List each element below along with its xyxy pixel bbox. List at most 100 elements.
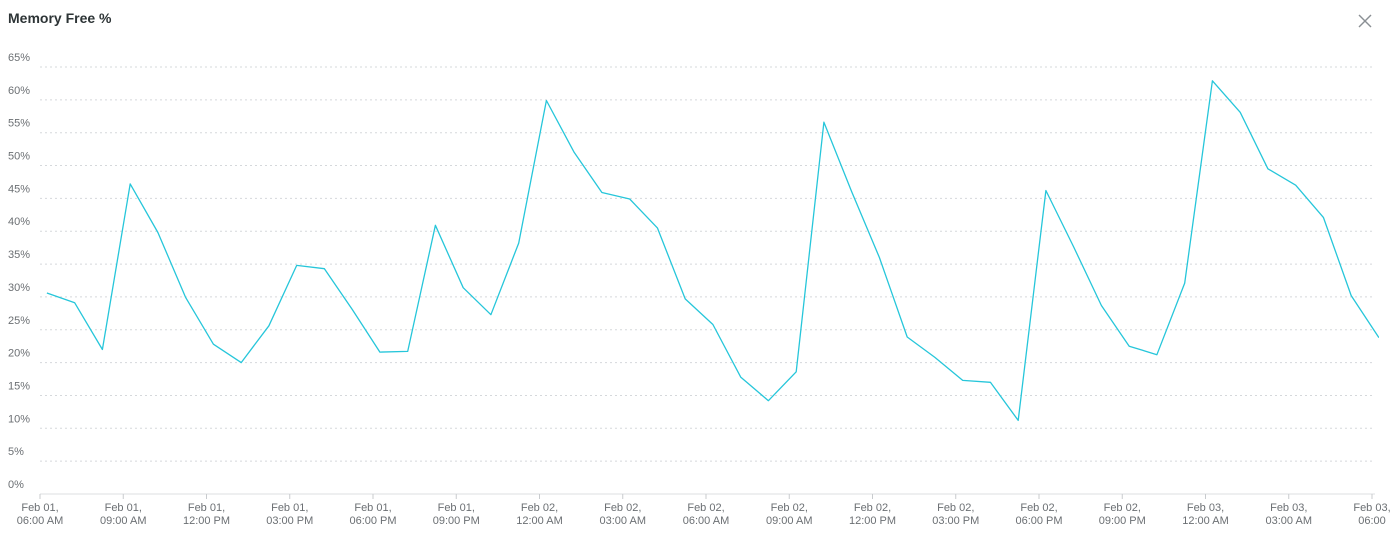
close-button[interactable]	[1354, 10, 1376, 32]
x-tick-label-time: 06:00 AM	[683, 515, 729, 527]
x-tick-label-date: Feb 02,	[687, 502, 724, 514]
data-point[interactable]	[1154, 352, 1160, 358]
x-tick-label-time: 09:00 PM	[433, 515, 480, 527]
x-tick-label-time: 09:00 AM	[766, 515, 812, 527]
x-tick-label-time: 06:00 PM	[349, 515, 396, 527]
x-tick-label-date: Feb 02,	[521, 502, 558, 514]
data-point[interactable]	[987, 379, 993, 385]
data-point[interactable]	[1182, 280, 1188, 286]
y-tick-label: 0%	[8, 479, 24, 491]
data-point[interactable]	[793, 369, 799, 375]
grid-lines	[40, 66, 1375, 495]
data-point[interactable]	[405, 348, 411, 354]
data-point[interactable]	[543, 98, 549, 104]
y-axis: 0% 5% 10% 15% 20% 25% 30% 35% 40% 45% 50% 55% 60% 65%	[8, 52, 30, 491]
y-tick-label: 65%	[8, 52, 30, 64]
x-tick-label-date: Feb 01,	[354, 502, 391, 514]
x-tick-label-date: Feb 01,	[438, 502, 475, 514]
x-tick-label-date: Feb 02,	[771, 502, 808, 514]
x-tick-label-date: Feb 02,	[1020, 502, 1057, 514]
y-tick-label: 60%	[8, 85, 30, 97]
data-point[interactable]	[1098, 302, 1104, 308]
data-point[interactable]	[1015, 417, 1021, 423]
x-tick-label-date: Feb 01,	[105, 502, 142, 514]
data-point[interactable]	[876, 255, 882, 261]
x-tick-label-date: Feb 02,	[604, 502, 641, 514]
data-point[interactable]	[210, 341, 216, 347]
x-tick-label-date: Feb 01,	[188, 502, 225, 514]
y-tick-label: 25%	[8, 315, 30, 327]
data-point[interactable]	[821, 119, 827, 125]
x-tick-label-time: 03:00 PM	[266, 515, 313, 527]
data-point[interactable]	[44, 290, 50, 296]
x-tick-label-date: Feb 02,	[854, 502, 891, 514]
x-tick-label-time: 12:00 PM	[849, 515, 896, 527]
y-tick-label: 20%	[8, 348, 30, 360]
data-point[interactable]	[960, 377, 966, 383]
close-icon	[1358, 14, 1372, 28]
data-point[interactable]	[266, 323, 272, 329]
x-tick-label-date: Feb 01,	[271, 502, 308, 514]
data-point[interactable]	[738, 374, 744, 380]
data-point[interactable]	[1209, 78, 1215, 84]
y-tick-label: 40%	[8, 216, 30, 228]
x-tick-label-time: 06:00	[1358, 515, 1386, 527]
data-point[interactable]	[238, 360, 244, 366]
data-point[interactable]	[183, 295, 189, 301]
data-point[interactable]	[488, 312, 494, 318]
data-point[interactable]	[1071, 244, 1077, 250]
data-point[interactable]	[99, 346, 105, 352]
y-tick-label: 35%	[8, 249, 30, 261]
data-point[interactable]	[654, 225, 660, 231]
y-tick-label: 55%	[8, 118, 30, 130]
data-point[interactable]	[377, 349, 383, 355]
data-point[interactable]	[1043, 188, 1049, 194]
data-point[interactable]	[904, 334, 910, 340]
data-point[interactable]	[321, 266, 327, 272]
y-tick-label: 30%	[8, 282, 30, 294]
data-point[interactable]	[1376, 335, 1382, 341]
data-point[interactable]	[627, 196, 633, 202]
x-tick-label-time: 06:00 PM	[1015, 515, 1062, 527]
x-tick-label-time: 03:00 AM	[600, 515, 646, 527]
x-tick-label-time: 09:00 AM	[100, 515, 146, 527]
panel-title: Memory Free %	[8, 10, 112, 26]
data-point[interactable]	[1348, 293, 1354, 299]
x-tick-label-date: Feb 03,	[1187, 502, 1224, 514]
x-tick-label-time: 12:00 PM	[183, 515, 230, 527]
x-tick-label-date: Feb 02,	[937, 502, 974, 514]
x-tick-label-time: 12:00 AM	[516, 515, 562, 527]
data-point[interactable]	[1265, 166, 1271, 172]
series-line	[46, 80, 1379, 422]
y-tick-label: 10%	[8, 413, 30, 425]
data-point[interactable]	[765, 398, 771, 404]
data-point[interactable]	[849, 189, 855, 195]
x-tick-label-time: 03:00 PM	[932, 515, 979, 527]
data-point[interactable]	[72, 300, 78, 306]
y-tick-label: 15%	[8, 380, 30, 392]
data-point[interactable]	[460, 285, 466, 291]
x-tick-label-time: 09:00 PM	[1099, 515, 1146, 527]
x-tick-label-date: Feb 02,	[1104, 502, 1141, 514]
x-tick-label-time: 12:00 AM	[1182, 515, 1228, 527]
data-point[interactable]	[1293, 182, 1299, 188]
x-tick-label-date: Feb 01,	[21, 502, 58, 514]
data-point[interactable]	[571, 149, 577, 155]
data-point[interactable]	[1320, 214, 1326, 220]
data-point[interactable]	[349, 306, 355, 312]
data-point[interactable]	[1126, 343, 1132, 349]
data-point[interactable]	[516, 240, 522, 246]
data-point[interactable]	[932, 354, 938, 360]
data-point[interactable]	[294, 262, 300, 268]
y-tick-label: 5%	[8, 446, 24, 458]
data-point[interactable]	[710, 322, 716, 328]
data-point[interactable]	[682, 296, 688, 302]
data-point[interactable]	[432, 222, 438, 228]
data-point[interactable]	[599, 189, 605, 195]
data-point[interactable]	[1237, 109, 1243, 115]
data-point[interactable]	[155, 230, 161, 236]
x-tick-label-time: 03:00 AM	[1266, 515, 1312, 527]
data-point[interactable]	[127, 181, 133, 187]
